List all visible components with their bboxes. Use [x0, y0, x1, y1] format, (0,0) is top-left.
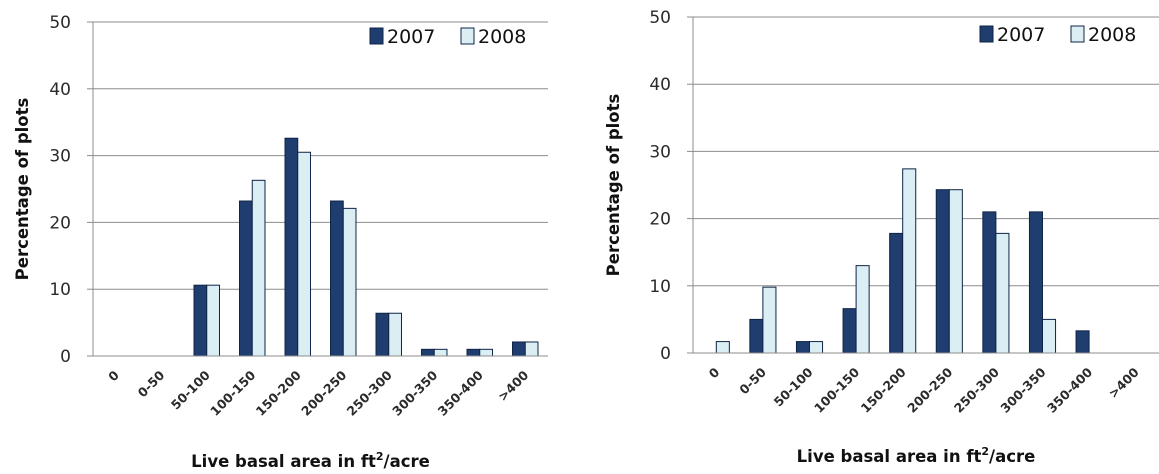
y-tick-label: 30 — [49, 147, 71, 167]
bar-2007-150-200 — [889, 232, 904, 354]
bar-2007-250-300 — [375, 312, 390, 357]
y-tick-label: 20 — [649, 210, 671, 230]
y-tick-label: 30 — [649, 142, 671, 162]
y-axis-title: Percentage of plots — [13, 97, 32, 280]
bar-2007-50-100 — [193, 284, 208, 357]
bar-2007-150-200 — [284, 137, 299, 357]
bar-2007-200-250 — [330, 200, 344, 357]
bar-2008-250-300 — [388, 312, 402, 357]
y-tick-label: 20 — [49, 213, 71, 233]
x-tick-label: 200-250 — [904, 364, 955, 415]
legend-label-2008: 2008 — [478, 26, 526, 48]
legend-swatch-2008 — [1070, 25, 1085, 43]
legend-label-2007: 2007 — [387, 26, 435, 48]
legend-swatch-2007 — [979, 25, 994, 43]
x-tick-label: 250-300 — [951, 364, 1002, 415]
basal-area-chart-right: 0 10 20 30 40 50 0 0-50 50-100100-150150-200200-… — [604, 8, 1159, 466]
y-tick-label: 40 — [649, 75, 671, 95]
x-tick-label: 250-300 — [344, 367, 395, 418]
legend-label-2008: 2008 — [1088, 24, 1136, 46]
x-tick-label: 200-250 — [298, 367, 349, 418]
x-tick-label: 150-200 — [858, 364, 909, 415]
y-axis-title: Percentage of plots — [604, 93, 623, 276]
y-tick-label: 10 — [49, 280, 71, 300]
x-tick-label: 0 — [706, 364, 723, 381]
bar-2007-350-400 — [1075, 330, 1090, 354]
x-tick-label: 300-350 — [997, 364, 1048, 415]
bar-2008->400 — [524, 341, 539, 357]
bar-2007-50-100 — [795, 341, 810, 354]
bar-2008-50-100 — [206, 284, 220, 357]
bar-2008-150-200 — [902, 168, 917, 354]
legend-swatch-2007 — [369, 27, 384, 45]
x-axis-title: Live basal area in ft2/acre — [797, 445, 1036, 466]
y-tick-label: 50 — [49, 13, 71, 33]
x-tick-label: 0-50 — [135, 367, 168, 400]
bar-2008-300-350 — [433, 348, 448, 357]
bar-2008-0 — [715, 341, 730, 354]
x-tick-label: 350-400 — [435, 367, 486, 418]
legend-swatch-2008 — [460, 27, 475, 45]
basal-area-chart-left: 0 10 20 30 40 50 0 0-50 50-100100-150150-200200-… — [13, 13, 548, 471]
x-tick-label: >400 — [1105, 364, 1142, 401]
bar-2008-100-150 — [251, 179, 266, 357]
bar-2008-100-150 — [855, 265, 870, 354]
legend-label-2007: 2007 — [997, 24, 1045, 46]
bar-2007-100-150 — [842, 308, 857, 354]
bar-2007-300-350 — [1028, 211, 1043, 354]
bar-2007-0-50 — [749, 318, 764, 354]
x-tick-label: 300-350 — [389, 367, 440, 418]
x-tick-label: 50-100 — [168, 367, 213, 412]
bar-2007-100-150 — [239, 200, 253, 357]
y-tick-label: 0 — [660, 344, 671, 364]
bar-2007-350-400 — [466, 348, 481, 357]
bar-2007-200-250 — [935, 189, 950, 354]
bar-2008-200-250 — [948, 189, 963, 354]
x-tick-label: 150-200 — [253, 367, 304, 418]
bar-2008-250-300 — [995, 232, 1010, 354]
bar-2008-300-350 — [1042, 318, 1057, 354]
y-tick-label: 40 — [49, 80, 71, 100]
x-axis-title: Live basal area in ft2/acre — [191, 450, 430, 471]
x-tick-label: 100-150 — [207, 367, 258, 418]
x-tick-label: 100-150 — [811, 364, 862, 415]
x-tick-label: 50-100 — [771, 364, 816, 409]
x-tick-label: 0 — [105, 367, 122, 384]
y-tick-label: 10 — [649, 277, 671, 297]
bar-2008-50-100 — [809, 341, 824, 354]
bar-2008-200-250 — [342, 207, 357, 357]
bar-2007->400 — [512, 341, 526, 357]
bar-2008-0-50 — [762, 286, 777, 354]
x-tick-label: 350-400 — [1044, 364, 1095, 415]
x-tick-label: 0-50 — [736, 364, 769, 397]
x-tick-label: >400 — [495, 367, 532, 404]
bar-2007-250-300 — [982, 211, 997, 354]
bar-2008-150-200 — [297, 151, 311, 357]
y-tick-label: 50 — [649, 8, 671, 28]
bar-2008-350-400 — [479, 348, 493, 357]
bar-2007-300-350 — [421, 348, 435, 357]
y-tick-label: 0 — [60, 347, 71, 367]
